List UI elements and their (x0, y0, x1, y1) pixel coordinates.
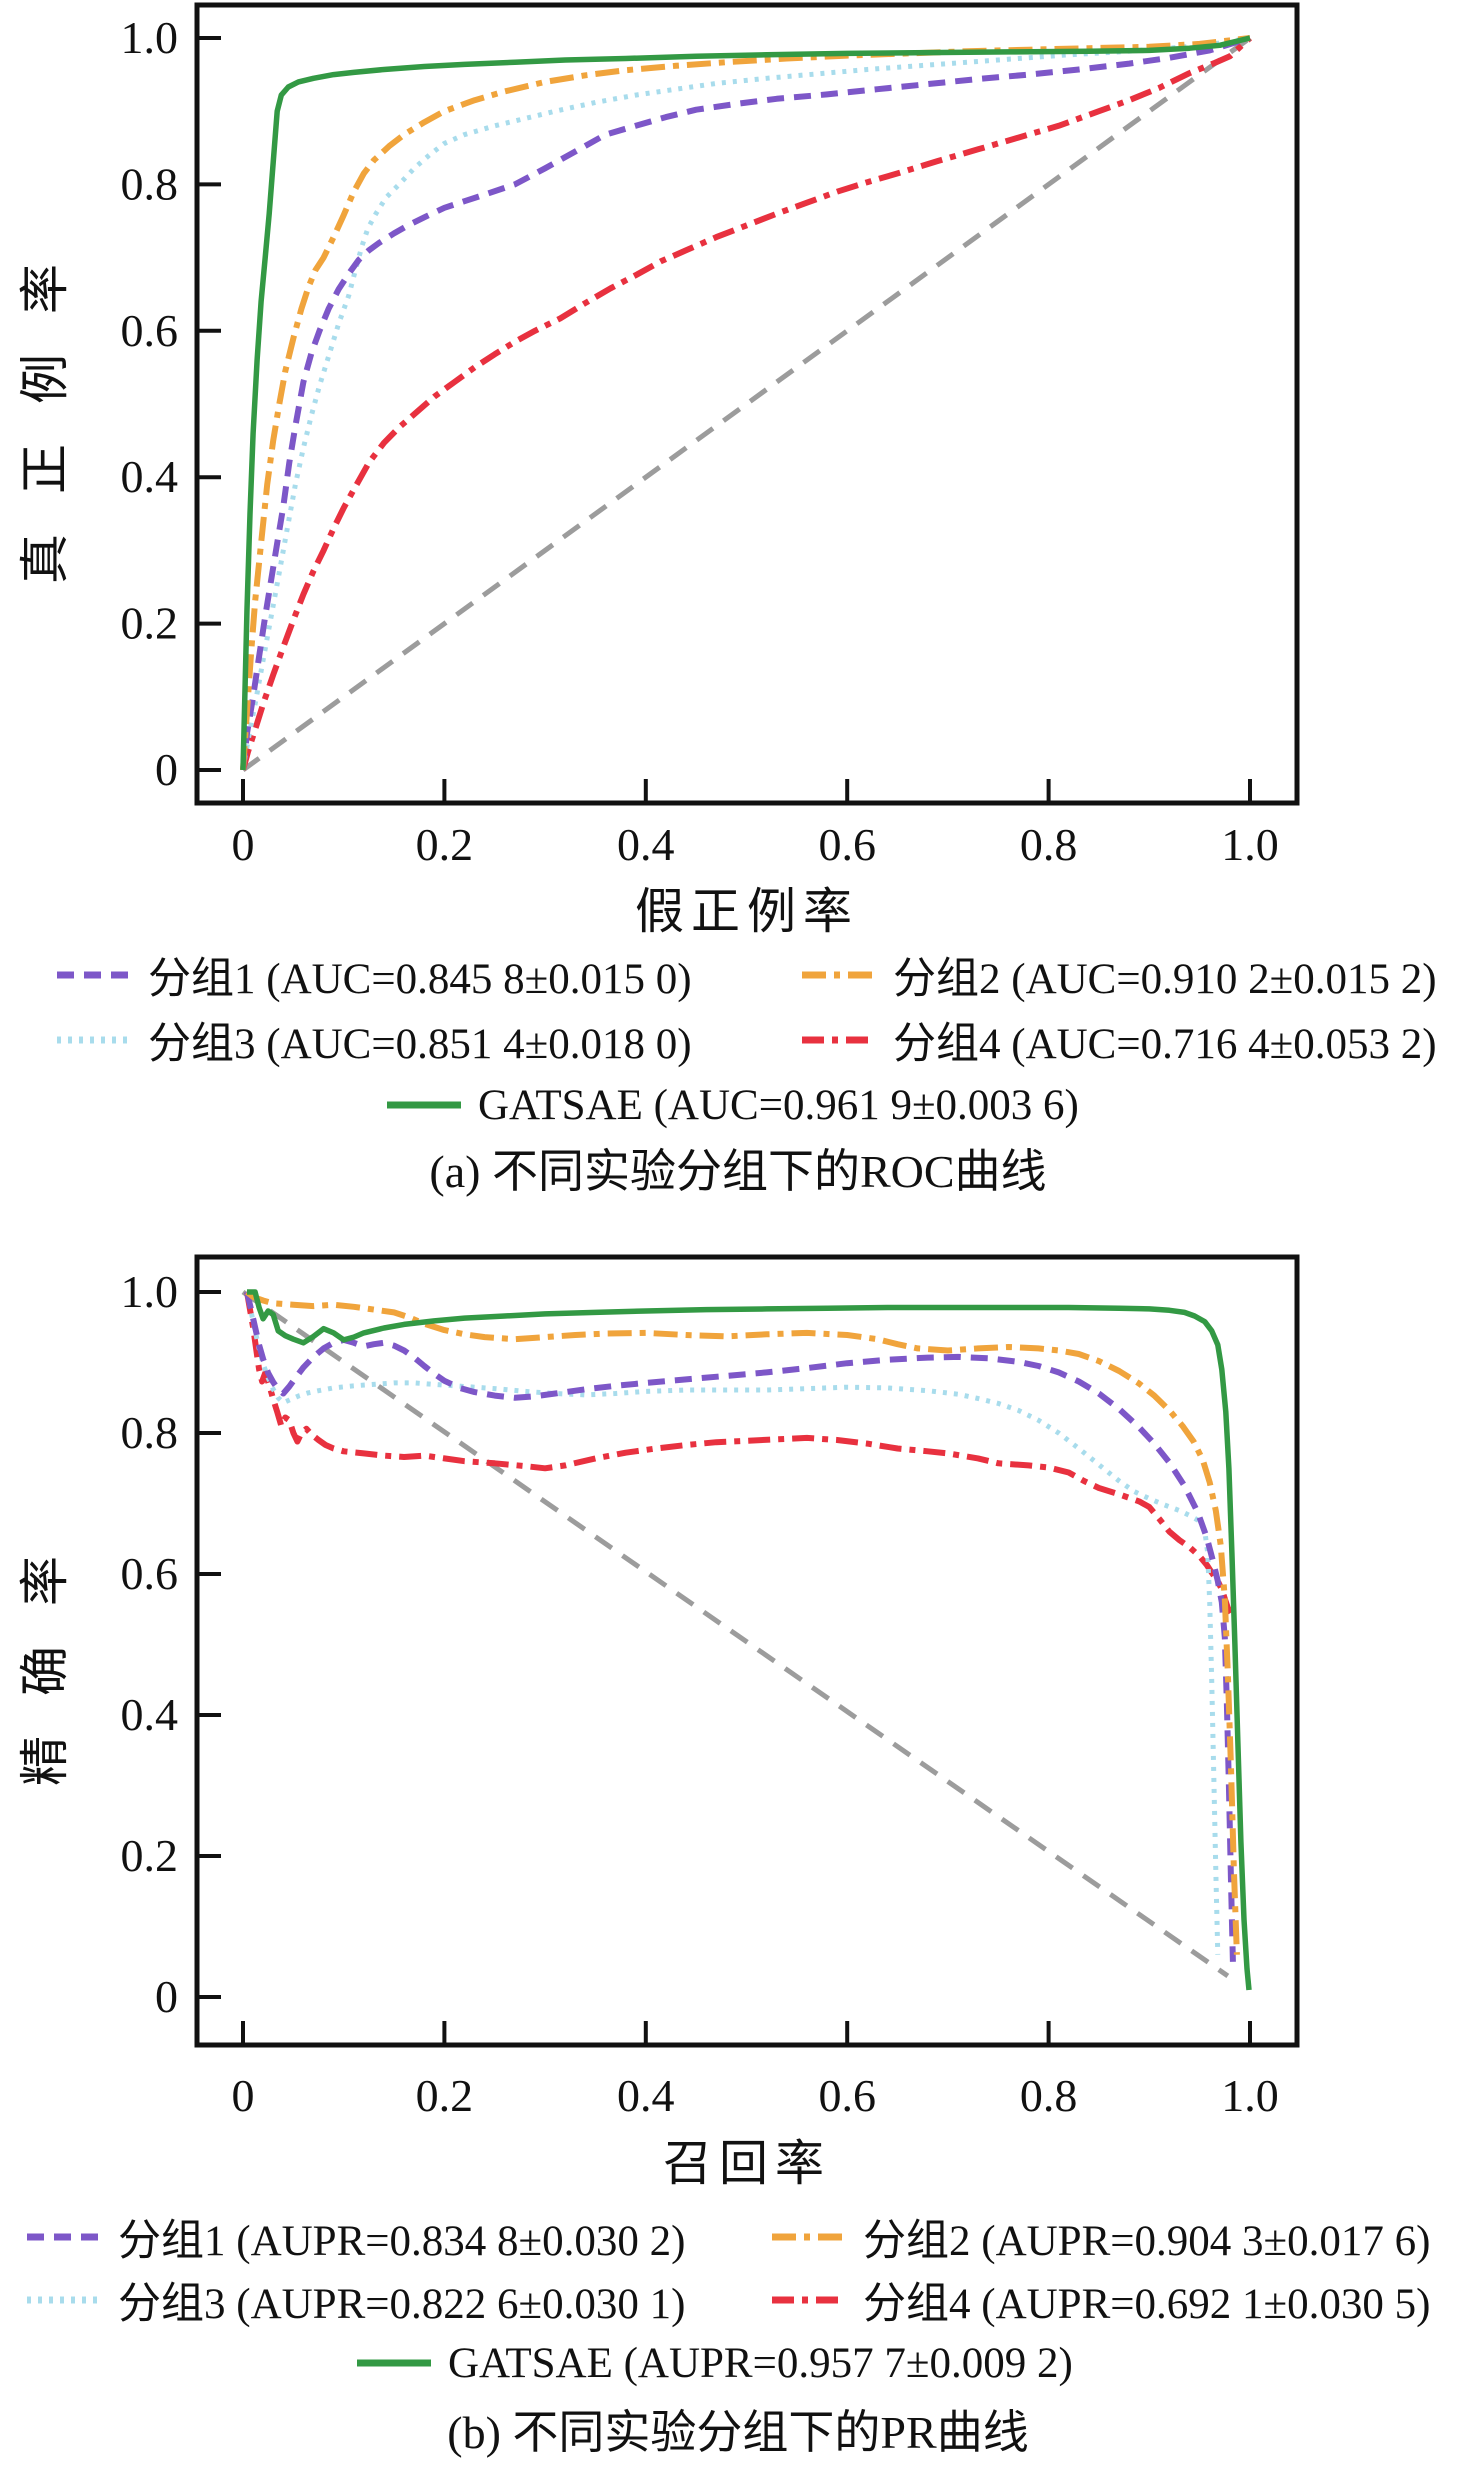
pr-legend-item-group2: 分组2 (AUPR=0.904 3±0.017 6) (770, 2209, 1430, 2265)
pr-legend-group1-dashed-line-icon (27, 2233, 101, 2241)
roc-caption: (a) 不同实验分组下的ROC曲线 (429, 1146, 1047, 1197)
pr-legend-label-gatsae: GATSAE (AUPR=0.957 7±0.009 2) (448, 2339, 1073, 2387)
pr-curve-分组3 (244, 1291, 1221, 1955)
pr-x-axis-label: 召回率 (663, 2136, 831, 2190)
pr-y-tick-label: 0.6 (121, 1548, 179, 1599)
roc-legend-gatsae-solid-line-icon (387, 1101, 461, 1109)
pr-x-tick-label: 0.6 (818, 2070, 876, 2121)
pr-x-tick-label: 0.8 (1020, 2070, 1078, 2121)
roc-legend-item-gatsae: GATSAE (AUC=0.961 9±0.003 6) (385, 1077, 1079, 1133)
pr-legend-gatsae-solid-line-icon (357, 2359, 431, 2367)
pr-legend-item-group4: 分组4 (AUPR=0.692 1±0.030 5) (770, 2272, 1430, 2328)
roc-legend-item-group4: 分组4 (AUC=0.716 4±0.053 2) (800, 1012, 1437, 1068)
pr-legend-label-group2: 分组2 (AUPR=0.904 3±0.017 6) (863, 2218, 1431, 2265)
pr-legend-label-group4: 分组4 (AUPR=0.692 1±0.030 5) (863, 2281, 1431, 2328)
roc-curve-GATSAE (240, 35, 1251, 771)
pr-legend-group2-dashdot-line-icon (772, 2233, 846, 2241)
roc-legend-label-group3: 分组3 (AUC=0.851 4±0.018 0) (148, 1021, 692, 1068)
roc-legend-label-group1: 分组1 (AUC=0.845 8±0.015 0) (148, 956, 692, 1003)
pr-curve-分组2 (245, 1289, 1240, 1955)
pr-curve-分组4 (244, 1291, 1234, 1615)
roc-y-axis-label: 真正例率 (17, 224, 73, 584)
roc-curve-分组1 (240, 35, 1251, 771)
pr-y-tick-label: 1.0 (121, 1266, 179, 1317)
roc-x-tick-label: 0.4 (617, 819, 675, 870)
roc-legend-group4-dashdot-line-icon (802, 1036, 876, 1044)
pr-legend-item-gatsae: GATSAE (AUPR=0.957 7±0.009 2) (355, 2335, 1073, 2391)
roc-legend-item-group1: 分组1 (AUC=0.845 8±0.015 0) (55, 947, 692, 1003)
pr-legend-item-group1: 分组1 (AUPR=0.834 8±0.030 2) (25, 2209, 685, 2265)
roc-x-tick-label: 1.0 (1221, 819, 1279, 870)
roc-plot-area: 0 0.2 0.4 0.6 0.8 1.0 0 0.2 0.4 0.6 0.8 1.0 (121, 2, 1300, 870)
roc-legend-label-gatsae: GATSAE (AUC=0.961 9±0.003 6) (478, 1081, 1079, 1129)
pr-x-tick-label: 1.0 (1221, 2070, 1279, 2121)
roc-legend-group2-dashdot-line-icon (802, 971, 876, 979)
roc-legend-item-group3: 分组3 (AUC=0.851 4±0.018 0) (55, 1012, 692, 1068)
pr-legend-item-group3: 分组3 (AUPR=0.822 6±0.030 1) (25, 2272, 685, 2328)
roc-axes-frame (194, 2, 1300, 806)
roc-legend-label-group2: 分组2 (AUC=0.910 2±0.015 2) (893, 956, 1437, 1003)
roc-x-tick-label: 0.6 (818, 819, 876, 870)
pr-x-tick-label: 0.2 (416, 2070, 474, 2121)
roc-y-tick-label: 1.0 (121, 12, 179, 63)
pr-y-tick-label: 0.8 (121, 1407, 179, 1458)
pr-curve-GATSAE (247, 1289, 1252, 1991)
pr-y-axis-label: 精确率 (17, 1516, 73, 1786)
roc-x-tick-label: 0 (232, 819, 255, 870)
roc-y-tick-label: 0 (155, 744, 178, 795)
pr-y-tick-label: 0.4 (121, 1689, 179, 1740)
roc-y-tick-label: 0.4 (121, 451, 179, 502)
pr-x-tick-label: 0 (232, 2070, 255, 2121)
pr-legend-label-group3: 分组3 (AUPR=0.822 6±0.030 1) (118, 2281, 686, 2328)
roc-legend-group1-dashed-line-icon (57, 971, 131, 979)
pr-y-tick-label: 0 (155, 1971, 178, 2022)
roc-y-tick-label: 0.6 (121, 305, 179, 356)
pr-axes-frame (194, 1254, 1300, 2048)
roc-y-tick-label: 0.8 (121, 158, 179, 209)
pr-caption: (b) 不同实验分组下的PR曲线 (447, 2407, 1029, 2458)
roc-y-tick-label: 0.2 (121, 598, 179, 649)
pr-legend-group3-dotted-line-icon (27, 2296, 101, 2304)
pr-curve-分组1 (244, 1291, 1236, 1962)
pr-chart: 0 0.2 0.4 0.6 0.8 1.0 0 0.2 0.4 0.6 0.8 1.0 召回率 精确率 (17, 1254, 1300, 2190)
roc-x-axis-label: 假正例率 (635, 884, 859, 939)
roc-legend-group3-dotted-line-icon (57, 1036, 131, 1044)
roc-chart: 0 0.2 0.4 0.6 0.8 1.0 0 0.2 0.4 0.6 0.8 1.0 假正例率 真正… (17, 2, 1300, 939)
pr-x-tick-label: 0.4 (617, 2070, 675, 2121)
roc-legend-item-group2: 分组2 (AUC=0.910 2±0.015 2) (800, 947, 1437, 1003)
roc-x-tick-label: 0.2 (416, 819, 474, 870)
roc-legend-label-group4: 分组4 (AUC=0.716 4±0.053 2) (893, 1021, 1437, 1068)
roc-curve-分组4 (240, 35, 1253, 771)
pr-plot-area: 0 0.2 0.4 0.6 0.8 1.0 0 0.2 0.4 0.6 0.8 1.0 (121, 1254, 1300, 2121)
pr-legend-label-group1: 分组1 (AUPR=0.834 8±0.030 2) (118, 2218, 686, 2265)
pr-legend-group4-dashdot-line-icon (772, 2296, 846, 2304)
roc-x-tick-label: 0.8 (1020, 819, 1078, 870)
pr-y-tick-label: 0.2 (121, 1830, 179, 1881)
pr-curve-diagonal (241, 1289, 1230, 1978)
roc-curve-diagonal (241, 35, 1252, 773)
